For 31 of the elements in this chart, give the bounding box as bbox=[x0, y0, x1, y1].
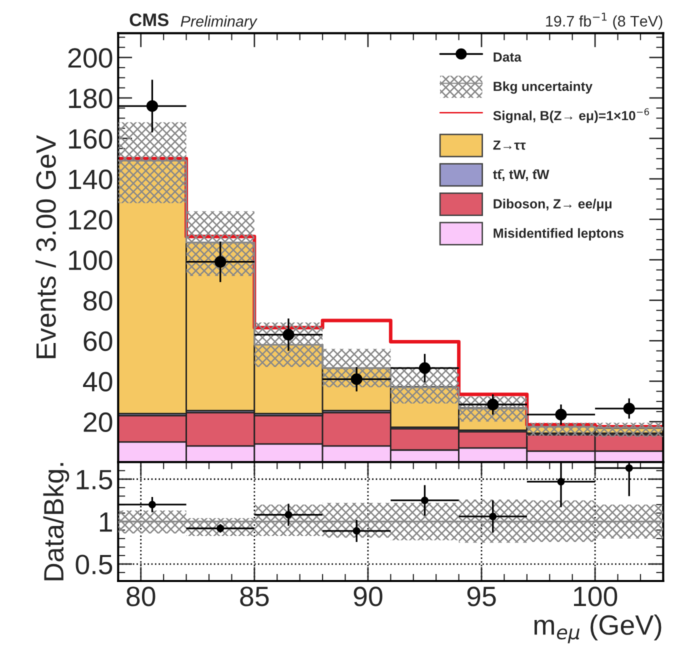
legend-label: Diboson, Z→ ee/μμ bbox=[494, 198, 612, 212]
x-tick-label: 100 bbox=[574, 586, 618, 606]
legend-label: Bkg uncertainty bbox=[494, 81, 592, 94]
y-tick-label: 1.5 bbox=[76, 470, 112, 490]
y-tick-label: 20 bbox=[84, 412, 112, 432]
legend-label: tt̄, tW, t̄W bbox=[493, 169, 550, 182]
x-tick-label: 80 bbox=[126, 586, 156, 606]
x-axis-title: m$_{eμ}$ (GeV) bbox=[534, 614, 662, 644]
legend-label: Misidentified leptons bbox=[494, 228, 624, 240]
y-axis-title: Events / 3.00 GeV bbox=[36, 135, 56, 358]
y-tick-label: 100 bbox=[69, 250, 112, 270]
x-tick-label: 90 bbox=[354, 586, 382, 606]
y-tick-label: 40 bbox=[83, 372, 112, 392]
y-axis-title: Data/Bkg. bbox=[43, 463, 70, 580]
y-tick-label: 120 bbox=[69, 210, 112, 230]
y-tick-label: 60 bbox=[84, 331, 112, 352]
legend-label: Z→ττ bbox=[493, 140, 526, 150]
y-tick-label: 80 bbox=[84, 290, 112, 311]
y-tick-label: 1 bbox=[100, 512, 112, 532]
y-tick-label: 200 bbox=[68, 48, 112, 68]
legend-label: Data bbox=[494, 52, 522, 62]
legend-label: Signal, B(Z→ eμ)=1×10$^{−6}$ bbox=[493, 108, 650, 123]
x-tick-label: 85 bbox=[240, 586, 269, 606]
y-tick-label: 180 bbox=[69, 88, 112, 108]
y-tick-label: 0.5 bbox=[76, 554, 112, 574]
text: 19.7 fb$^{−1}$ (8 TeV) bbox=[546, 12, 662, 30]
y-tick-label: 160 bbox=[69, 129, 112, 149]
chart-title: CMS bbox=[130, 13, 168, 26]
x-tick-label: 95 bbox=[467, 586, 496, 606]
y-tick-label: 140 bbox=[69, 170, 112, 190]
chart-subtitle: Preliminary bbox=[180, 16, 258, 30]
